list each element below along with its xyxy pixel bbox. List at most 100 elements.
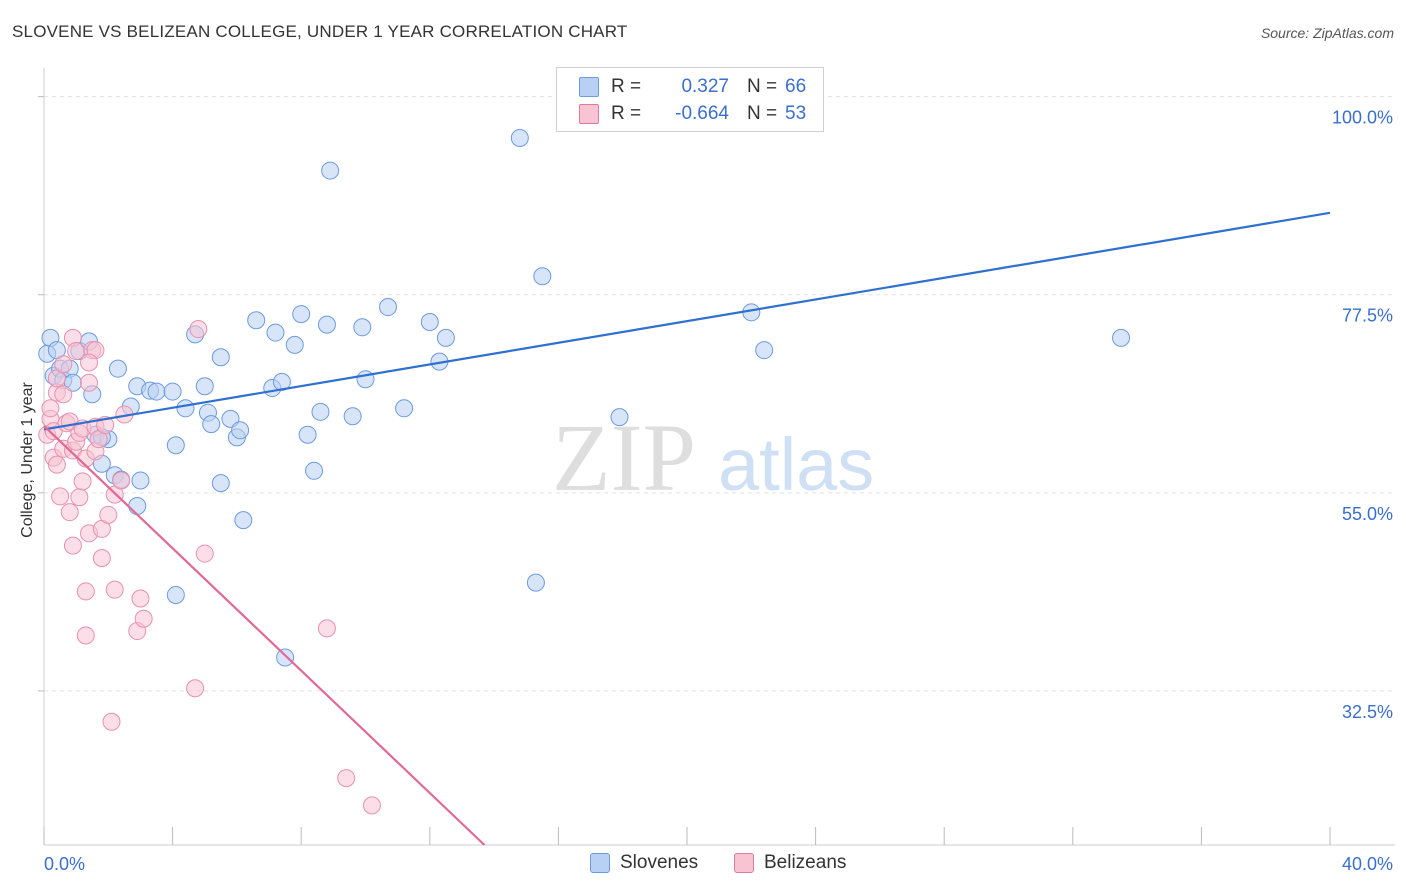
belizeans-point xyxy=(337,769,356,788)
source-credit: Source: ZipAtlas.com xyxy=(1260,25,1394,41)
belizeans-point xyxy=(60,503,79,522)
n-value-slovenes: 66 xyxy=(785,76,807,97)
slovenes-point xyxy=(131,471,150,490)
slovenes-point xyxy=(147,382,166,401)
grid-lines xyxy=(44,96,1395,692)
n-value-belizeans: 53 xyxy=(785,103,807,124)
belizeans-swatch xyxy=(579,104,599,124)
correlation-legend: R = 0.327 N = 66 R = -0.664 N = 53 xyxy=(556,67,824,132)
chart-title: SLOVENE VS BELIZEAN COLLEGE, UNDER 1 YEA… xyxy=(12,22,628,41)
x-tick-label: 0.0% xyxy=(44,854,85,874)
belizeans-point xyxy=(54,385,73,404)
y-tick-label: 32.5% xyxy=(1342,702,1393,722)
axes xyxy=(38,68,1395,846)
belizeans-point xyxy=(195,544,214,563)
slovenes-point xyxy=(526,573,545,592)
n-label: N = xyxy=(747,76,778,97)
slovenes-point xyxy=(285,335,304,354)
r-value-slovenes: 0.327 xyxy=(681,76,729,97)
legend-label-belizeans: Belizeans xyxy=(764,852,847,873)
slovenes-swatch xyxy=(579,77,599,97)
slovenes-trend-line xyxy=(43,211,1331,431)
slovenes-point xyxy=(311,402,330,421)
belizeans-point xyxy=(317,619,336,638)
belizeans-point xyxy=(105,580,124,599)
slovenes-point xyxy=(108,359,127,378)
slovenes-point xyxy=(231,421,250,440)
slovenes-point xyxy=(610,408,629,427)
slovenes-point xyxy=(163,382,182,401)
slovenes-point xyxy=(510,128,529,147)
slovenes-point xyxy=(276,648,295,667)
watermark-atlas: atlas xyxy=(718,423,874,506)
slovenes-point xyxy=(211,474,230,493)
n-label: N = xyxy=(747,103,778,124)
belizeans-point xyxy=(73,472,92,491)
slovenes-legend-swatch xyxy=(590,853,610,873)
belizeans-point xyxy=(186,679,205,698)
slovenes-point xyxy=(166,585,185,604)
belizeans-point xyxy=(112,471,131,490)
belizeans-point xyxy=(41,399,60,418)
legend-row-belizeans: R = -0.664 N = 53 xyxy=(579,101,806,127)
slovenes-point xyxy=(305,461,324,480)
slovenes-point xyxy=(202,415,221,434)
legend-label-slovenes: Slovenes xyxy=(620,852,699,873)
slovenes-point xyxy=(211,348,230,367)
slovenes-point xyxy=(379,298,398,317)
slovenes-point xyxy=(166,436,185,455)
tick-labels: 32.5% 55.0% 77.5% 100.0% 0.0% 40.0% xyxy=(44,108,1393,874)
slovenes-point xyxy=(176,399,195,418)
belizeans-legend-swatch xyxy=(734,853,754,873)
r-label: R = xyxy=(611,103,642,124)
slovenes-point xyxy=(353,318,372,337)
belizeans-point xyxy=(76,626,95,645)
belizeans-point xyxy=(51,487,70,506)
belizeans-trend-line xyxy=(43,425,486,846)
belizeans-point xyxy=(80,353,99,372)
y-tick-label: 55.0% xyxy=(1342,504,1393,524)
belizeans-point xyxy=(63,536,82,555)
belizeans-point xyxy=(54,355,73,374)
belizeans-point xyxy=(80,373,99,392)
slovenes-point xyxy=(266,323,285,342)
slovenes-point xyxy=(755,341,774,360)
slovenes-point xyxy=(234,511,253,530)
legend-item-belizeans: Belizeans xyxy=(734,852,846,874)
slovenes-point xyxy=(195,377,214,396)
x-tick-label: 40.0% xyxy=(1342,854,1393,874)
slovenes-point xyxy=(247,311,266,330)
belizeans-point xyxy=(47,455,66,474)
belizeans-point xyxy=(70,488,89,507)
slovenes-point xyxy=(395,399,414,418)
y-tick-label: 100.0% xyxy=(1332,108,1393,128)
slovenes-point xyxy=(533,267,552,286)
series-legend: Slovenes Belizeans xyxy=(0,852,1406,876)
trend-lines xyxy=(43,211,1331,846)
y-tick-label: 77.5% xyxy=(1342,306,1393,326)
belizeans-point xyxy=(362,796,381,815)
slovenes-point xyxy=(436,328,455,347)
belizeans-point xyxy=(134,609,153,628)
belizeans-point xyxy=(92,548,111,567)
belizeans-point xyxy=(102,712,121,731)
r-label: R = xyxy=(611,76,642,97)
slovenes-point xyxy=(128,497,147,516)
slovenes-point xyxy=(292,305,311,324)
belizeans-point xyxy=(99,505,118,524)
slovenes-point xyxy=(321,161,340,180)
belizeans-points xyxy=(38,320,381,815)
slovenes-point xyxy=(343,407,362,426)
legend-item-slovenes: Slovenes xyxy=(590,852,698,874)
r-value-belizeans: -0.664 xyxy=(675,103,729,124)
slovenes-point xyxy=(1112,328,1131,347)
slovenes-point xyxy=(317,315,336,334)
belizeans-point xyxy=(76,582,95,601)
y-axis-label: College, Under 1 year xyxy=(19,382,36,538)
legend-row-slovenes: R = 0.327 N = 66 xyxy=(579,74,806,100)
slovenes-point xyxy=(420,313,439,332)
slovenes-point xyxy=(298,425,317,444)
belizeans-point xyxy=(189,320,208,339)
slovenes-points xyxy=(38,68,1131,667)
